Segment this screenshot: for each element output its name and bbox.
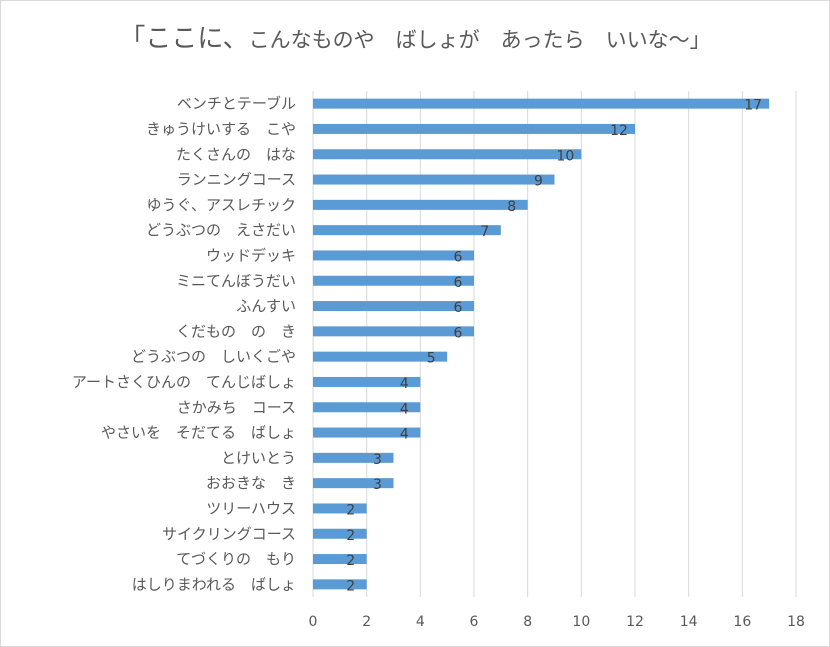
category-label: おおきな き [206,474,296,492]
bar [313,452,394,463]
x-tick-label: 10 [572,614,590,630]
data-labels: 17 12 10 9 8 7 6 6 6 6 5 4 4 4 3 3 2 2 2 2 [346,98,762,595]
data-label: 9 [534,174,543,190]
bar [313,503,367,514]
data-label: 6 [454,300,463,316]
bar [313,123,635,134]
x-tick-label: 16 [733,614,751,630]
x-tick-labels: 0 2 4 6 8 10 12 14 16 18 [309,614,805,630]
bar [313,225,501,236]
bar [313,351,448,362]
category-label: てづくりの もり [176,550,296,568]
data-label: 2 [346,502,355,518]
chart-title-part-1: 「ここに、 [119,24,249,54]
bar [313,402,421,413]
data-label: 5 [427,351,436,367]
bar [313,174,555,185]
category-label: ゆうぐ、アスレチック [146,196,296,214]
category-label: ウッドデッキ [206,246,296,264]
category-label: きゅうけいする こや [146,120,296,138]
bar [313,326,474,337]
bar [313,554,367,565]
category-label: たくさんの はな [176,145,296,163]
data-label: 10 [556,148,574,164]
chart-title: 「ここに、こんなものや ばしょが あったら いいな～」 [0,18,830,55]
x-tick-label: 18 [787,614,805,630]
category-label: どうぶつの しいくごや [131,348,296,366]
bar [313,427,421,438]
bar [313,478,394,489]
x-tick-label: 2 [362,614,371,630]
data-label: 6 [454,325,463,341]
x-tick-label: 4 [416,614,425,630]
data-label: 6 [454,249,463,265]
category-label: ふんすい [236,297,296,315]
bar [313,98,770,109]
category-label: アートさくひんの てんじばしょ [72,373,296,391]
category-label: さかみち コース [177,398,296,416]
data-label: 6 [454,275,463,291]
category-label: どうぶつの えさだい [146,221,296,239]
data-label: 3 [373,452,382,468]
data-label: 2 [346,528,355,544]
bar [313,149,582,160]
bar [313,528,367,539]
data-label: 12 [610,123,628,139]
bar [313,579,367,590]
bars [313,98,770,590]
category-label: ベンチとテーブル [177,95,296,113]
x-tick-label: 6 [470,614,479,630]
data-label: 4 [400,401,409,417]
data-label: 7 [480,224,489,240]
bar [313,250,474,261]
data-label: 4 [400,376,409,392]
data-label: 2 [346,553,355,569]
bar [313,301,474,312]
data-label: 3 [373,477,382,493]
chart-title-part-2: こんなものや ばしょが あったら いいな～」 [248,28,711,52]
bar [313,275,474,286]
data-label: 4 [400,427,409,443]
category-label: やさいを そだてる ばしょ [101,424,296,442]
data-label: 17 [744,98,762,114]
x-tick-label: 0 [309,614,318,630]
x-tick-label: 12 [626,614,644,630]
bar [313,199,528,210]
category-label: とけいとう [221,449,296,467]
data-label: 8 [507,199,516,215]
data-label: 2 [346,578,355,594]
category-label: ランニングコース [177,171,296,189]
category-label: くだもの の き [176,322,296,340]
x-tick-label: 8 [523,614,532,630]
category-label: ミニてんぼうだい [176,272,296,290]
category-label: サイクリングコース [162,525,296,543]
x-tick-label: 14 [680,614,698,630]
bar [313,376,421,387]
category-label: はしりまわれる ばしょ [132,575,296,593]
gridlines [312,91,797,597]
category-label: ツリーハウス [206,499,296,517]
